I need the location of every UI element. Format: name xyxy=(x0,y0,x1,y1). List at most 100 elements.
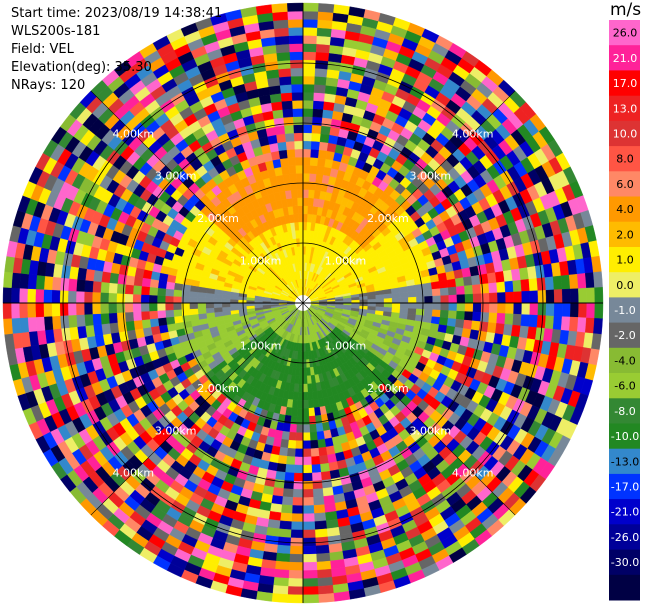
radar-bin xyxy=(430,281,441,290)
radar-bin xyxy=(302,448,312,458)
radar-bin xyxy=(553,289,563,304)
radar-bin xyxy=(93,269,104,283)
radar-bin xyxy=(287,10,304,20)
radar-bin xyxy=(317,438,327,449)
colorbar-tick-label: -1.0 xyxy=(614,304,635,317)
radar-bin xyxy=(286,148,296,159)
radar-bin xyxy=(59,277,70,291)
radar-bin xyxy=(504,313,514,326)
radar-bin xyxy=(197,297,207,304)
radar-bin xyxy=(308,415,316,425)
radar-bin xyxy=(294,148,304,158)
radar-bin xyxy=(313,406,322,417)
radar-bin xyxy=(302,586,319,596)
radar-bin xyxy=(274,470,286,481)
radar-bin xyxy=(302,359,307,369)
colorbar-tick-label: -4.0 xyxy=(614,354,635,367)
radar-bin xyxy=(302,424,311,433)
radar-bin xyxy=(302,43,317,53)
radar-bin xyxy=(272,158,282,169)
radar-bin xyxy=(173,315,184,324)
radar-bin xyxy=(289,51,304,61)
radar-bin xyxy=(324,85,338,96)
radar-bin xyxy=(431,309,441,318)
radar-bin xyxy=(51,289,61,304)
radar-bin xyxy=(173,289,183,297)
radar-bin xyxy=(101,271,112,283)
radar-bin xyxy=(165,309,175,318)
radar-bin xyxy=(237,305,247,311)
radar-bin xyxy=(221,302,231,308)
radar-bin xyxy=(272,486,284,497)
radar-bin xyxy=(51,276,62,291)
radar-bin xyxy=(494,271,505,283)
radar-bin xyxy=(287,578,304,588)
radar-bin xyxy=(273,576,289,587)
radar-bin xyxy=(306,367,311,377)
radar-bin xyxy=(278,528,292,539)
radar-bin xyxy=(116,292,126,304)
radar-bin xyxy=(307,391,314,401)
colorbar-tick-label: 17.0 xyxy=(613,77,638,90)
radar-bin xyxy=(291,505,304,515)
radar-bin xyxy=(432,302,442,311)
radar-bin xyxy=(521,302,531,316)
radar-bin xyxy=(462,276,473,287)
radar-bin xyxy=(593,271,603,288)
colorbar-tick-label: -10.0 xyxy=(611,430,639,443)
radar-bin xyxy=(287,439,297,449)
radar-bin xyxy=(213,306,223,313)
radar-bin xyxy=(277,536,291,547)
radar-bin xyxy=(431,288,441,297)
radar-bin xyxy=(271,593,288,603)
radar-bin xyxy=(316,35,332,46)
radar-bin xyxy=(375,294,385,300)
radar-bin xyxy=(67,290,77,304)
radar-bin xyxy=(545,289,555,304)
radar-bin xyxy=(302,488,314,498)
radar-bin xyxy=(275,43,291,54)
radar-bin xyxy=(157,317,168,327)
radar-bin xyxy=(10,287,20,304)
radar-bin xyxy=(537,290,547,304)
radar-bin xyxy=(292,497,304,506)
radar-bin xyxy=(313,504,326,514)
range-ring-label: 2.00km xyxy=(367,382,409,395)
radar-bin xyxy=(296,189,304,198)
radar-bin xyxy=(181,308,191,316)
radar-bin xyxy=(302,124,313,134)
radar-bin xyxy=(295,237,301,247)
radar-bin xyxy=(100,281,110,294)
radar-bin xyxy=(291,513,304,523)
radar-bin xyxy=(505,291,515,304)
radar-bin xyxy=(313,92,326,102)
range-ring-label: 4.00km xyxy=(113,467,155,480)
radar-bin xyxy=(423,309,433,317)
radar-bin xyxy=(512,313,522,327)
radar-bin xyxy=(311,464,322,474)
radar-bin xyxy=(568,316,579,333)
radar-bin xyxy=(399,302,409,309)
colorbar-tick-label: 0.0 xyxy=(616,279,634,292)
radar-bin xyxy=(302,83,315,93)
radar-bin xyxy=(272,11,289,22)
radar-bin xyxy=(302,505,315,515)
radar-bin xyxy=(140,310,151,321)
radar-bin xyxy=(367,295,377,300)
radar-bin xyxy=(297,205,304,215)
radar-bin xyxy=(11,317,22,334)
radar-bin xyxy=(276,544,291,555)
radar-bin xyxy=(447,310,458,320)
radar-bin xyxy=(586,302,596,319)
radar-bin xyxy=(279,84,293,94)
radar-bin xyxy=(302,472,313,482)
radar-bin xyxy=(285,140,296,151)
radar-bin xyxy=(462,319,473,330)
radar-bin xyxy=(173,309,183,317)
field-text: Field: VEL xyxy=(11,42,74,57)
radar-bin xyxy=(486,322,497,334)
radar-bin xyxy=(520,279,530,292)
radar-bin xyxy=(315,552,331,563)
radar-bin xyxy=(43,315,54,331)
